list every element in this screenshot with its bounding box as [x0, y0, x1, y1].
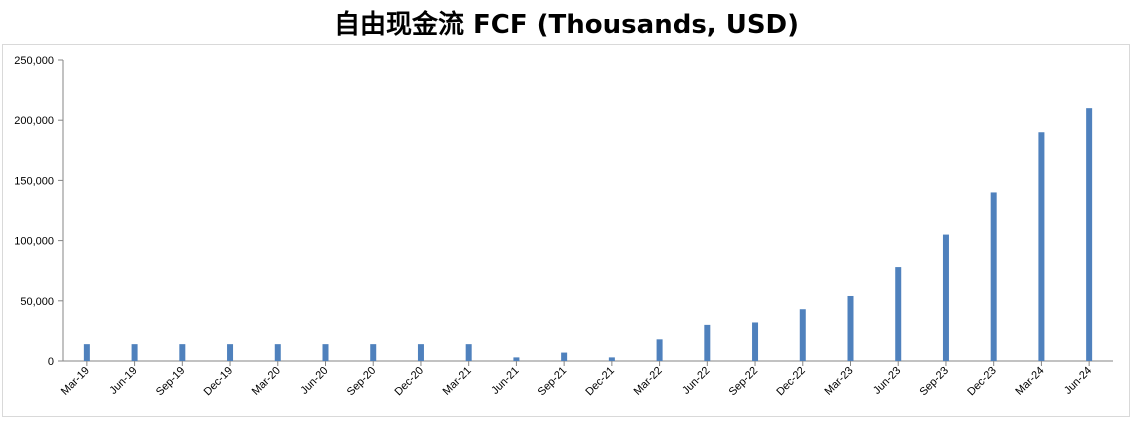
x-tick-label: Dec-22: [774, 365, 808, 399]
bar: [942, 234, 949, 361]
x-tick-label: Mar-24: [1013, 365, 1046, 398]
y-tick-label: 0: [48, 356, 54, 368]
bar: [513, 357, 520, 361]
x-tick-label: Jun-22: [680, 365, 712, 397]
bar: [752, 322, 759, 361]
bar: [895, 267, 902, 361]
bar: [370, 344, 377, 361]
bar: [322, 344, 329, 361]
x-tick-label: Dec-21: [583, 365, 617, 399]
x-tick-label: Jun-19: [107, 365, 139, 397]
bar: [704, 324, 711, 361]
x-tick-label: Sep-19: [154, 365, 188, 399]
x-tick-label: Sep-22: [727, 365, 761, 399]
bar: [561, 352, 568, 361]
bar: [274, 344, 281, 361]
chart-frame: [2, 44, 1130, 417]
bar: [990, 192, 997, 361]
x-tick-label: Sep-20: [345, 365, 379, 399]
x-tick-label: Dec-19: [202, 365, 236, 399]
x-tick-label: Sep-23: [917, 365, 951, 399]
bar: [799, 309, 806, 361]
x-tick-label: Dec-23: [965, 365, 999, 399]
bar: [227, 344, 234, 361]
y-tick-label: 100,000: [14, 236, 54, 248]
x-tick-label: Mar-21: [441, 365, 474, 398]
bar: [417, 344, 424, 361]
y-tick-label: 200,000: [14, 115, 54, 127]
x-tick-label: Jun-20: [298, 365, 330, 397]
bar: [1038, 132, 1045, 361]
x-tick-label: Dec-20: [393, 365, 427, 399]
bar: [465, 344, 472, 361]
x-tick-label: Mar-22: [632, 365, 665, 398]
x-tick-label: Mar-20: [250, 365, 283, 398]
x-tick-label: Mar-23: [822, 365, 855, 398]
x-tick-label: Sep-21: [536, 365, 570, 399]
x-tick-label: Jun-21: [489, 365, 521, 397]
x-tick-label: Jun-24: [1062, 365, 1094, 397]
chart-title: 自由现金流 FCF (Thousands, USD): [333, 10, 800, 40]
y-tick-label: 50,000: [20, 296, 54, 308]
bar: [847, 295, 854, 361]
bar: [608, 357, 615, 361]
bar: [1086, 108, 1093, 361]
x-tick-label: Jun-23: [871, 365, 903, 397]
bar: [656, 339, 663, 361]
bar: [131, 344, 138, 361]
y-tick-label: 250,000: [14, 55, 54, 67]
bar: [83, 344, 90, 361]
x-tick-label: Mar-19: [59, 365, 92, 398]
bar: [179, 344, 186, 361]
y-tick-label: 150,000: [14, 175, 54, 187]
